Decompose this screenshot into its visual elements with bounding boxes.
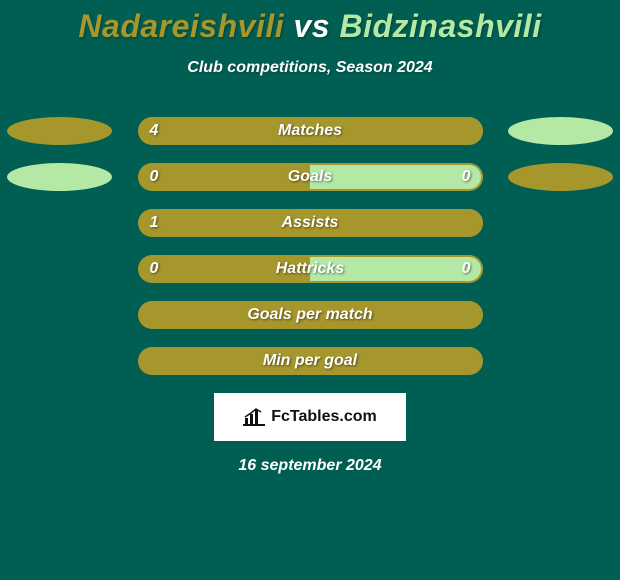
player-ellipse-left: [7, 117, 112, 145]
stat-label: Hattricks: [138, 255, 483, 283]
comparison-chart: Matches4Goals00Assists1Hattricks00Goals …: [0, 117, 620, 375]
stat-label: Min per goal: [138, 347, 483, 375]
player-ellipse-right: [508, 163, 613, 191]
stat-bar: Goals per match: [138, 301, 483, 329]
stat-label: Matches: [138, 117, 483, 145]
title-player-left: Nadareishvili: [78, 8, 284, 44]
stat-label: Goals: [138, 163, 483, 191]
title-vs: vs: [284, 8, 339, 44]
stat-row: Min per goal: [0, 347, 620, 375]
title-player-right: Bidzinashvili: [339, 8, 541, 44]
stat-bar: Min per goal: [138, 347, 483, 375]
page-root: Nadareishvili vs Bidzinashvili Club comp…: [0, 0, 620, 580]
stat-row: Assists1: [0, 209, 620, 237]
page-title: Nadareishvili vs Bidzinashvili: [0, 0, 620, 45]
stat-value-left: 0: [150, 163, 159, 191]
chart-icon: [243, 408, 265, 426]
player-ellipse-right: [508, 117, 613, 145]
player-ellipse-left: [7, 163, 112, 191]
logo-text: FcTables.com: [271, 408, 377, 426]
stat-label: Assists: [138, 209, 483, 237]
stat-label: Goals per match: [138, 301, 483, 329]
stat-value-left: 0: [150, 255, 159, 283]
stat-row: Goals per match: [0, 301, 620, 329]
footer-date: 16 september 2024: [0, 457, 620, 475]
stat-value-left: 1: [150, 209, 159, 237]
stat-bar: Matches4: [138, 117, 483, 145]
stat-bar: Assists1: [138, 209, 483, 237]
logo-box: FcTables.com: [214, 393, 406, 441]
stat-value-left: 4: [150, 117, 159, 145]
stat-bar: Hattricks0 0: [138, 255, 483, 283]
stat-row: Goals0 0: [0, 163, 620, 191]
subtitle: Club competitions, Season 2024: [0, 59, 620, 77]
stat-value-right: 0: [462, 163, 471, 191]
stat-value-right: 0: [462, 255, 471, 283]
stat-row: Matches4: [0, 117, 620, 145]
stat-bar: Goals0 0: [138, 163, 483, 191]
stat-row: Hattricks0 0: [0, 255, 620, 283]
